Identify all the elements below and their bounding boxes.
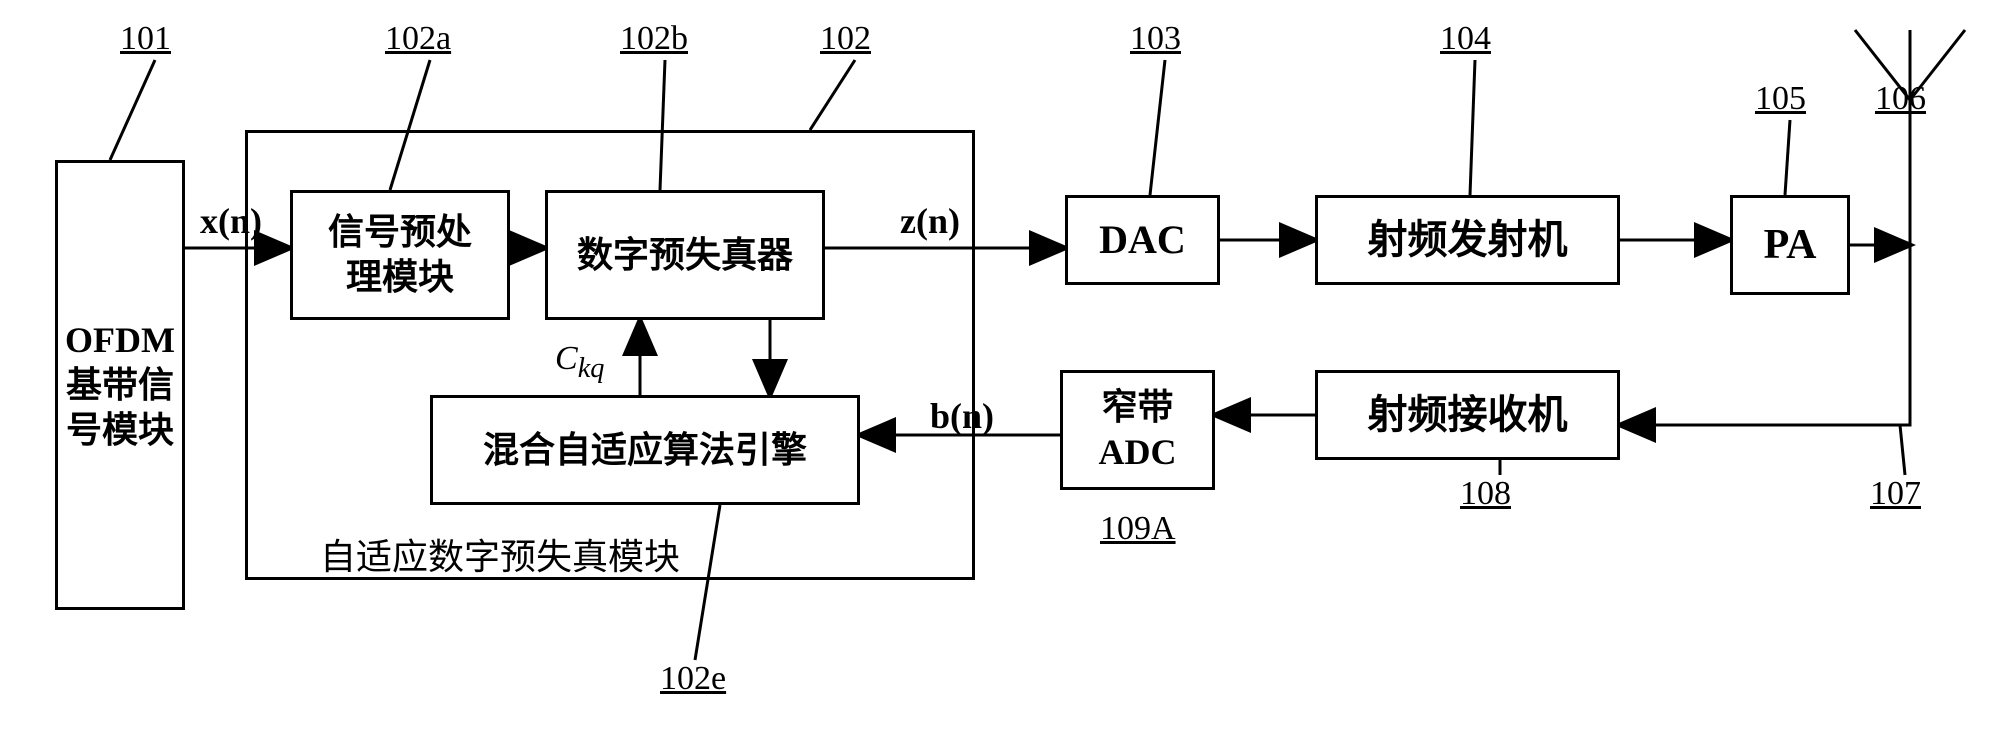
label-l103: 103 — [1130, 20, 1181, 58]
label-l107: 107 — [1870, 475, 1921, 513]
node-n102a: 信号预处理模块 — [290, 190, 510, 320]
node-label-n105: PA — [1764, 219, 1817, 272]
label-l102e: 102e — [660, 660, 726, 698]
node-n104: 射频发射机 — [1315, 195, 1620, 285]
node-n103: DAC — [1065, 195, 1220, 285]
node-n101: OFDM基带信号模块 — [55, 160, 185, 610]
node-n108: 射频接收机 — [1315, 370, 1620, 460]
label-l102a: 102a — [385, 20, 451, 58]
label-l101: 101 — [120, 20, 171, 58]
node-label-n102a: 信号预处理模块 — [328, 210, 472, 300]
label-lckq: Ckq — [555, 340, 604, 385]
node-label-n103: DAC — [1099, 215, 1186, 265]
label-lzn: z(n) — [900, 200, 960, 242]
label-l108: 108 — [1460, 475, 1511, 513]
label-l_module: 自适应数字预失真模块 — [320, 528, 680, 580]
label-l102b: 102b — [620, 20, 688, 58]
label-l109A: 109A — [1100, 510, 1176, 548]
node-label-n108: 射频接收机 — [1368, 390, 1568, 440]
label-lxn: x(n) — [200, 200, 262, 242]
node-n109: 窄带ADC — [1060, 370, 1215, 490]
node-label-n109: 窄带ADC — [1099, 385, 1177, 475]
label-l105: 105 — [1755, 80, 1806, 118]
node-n102e: 混合自适应算法引擎 — [430, 395, 860, 505]
node-n102b: 数字预失真器 — [545, 190, 825, 320]
node-label-n102b: 数字预失真器 — [577, 233, 793, 278]
node-label-n104: 射频发射机 — [1368, 215, 1568, 265]
label-l104: 104 — [1440, 20, 1491, 58]
label-l106: 106 — [1875, 80, 1926, 118]
label-lbn: b(n) — [930, 395, 994, 437]
node-n105: PA — [1730, 195, 1850, 295]
node-label-n102e: 混合自适应算法引擎 — [483, 428, 807, 473]
node-label-n101: OFDM基带信号模块 — [65, 318, 175, 453]
label-l102: 102 — [820, 20, 871, 58]
